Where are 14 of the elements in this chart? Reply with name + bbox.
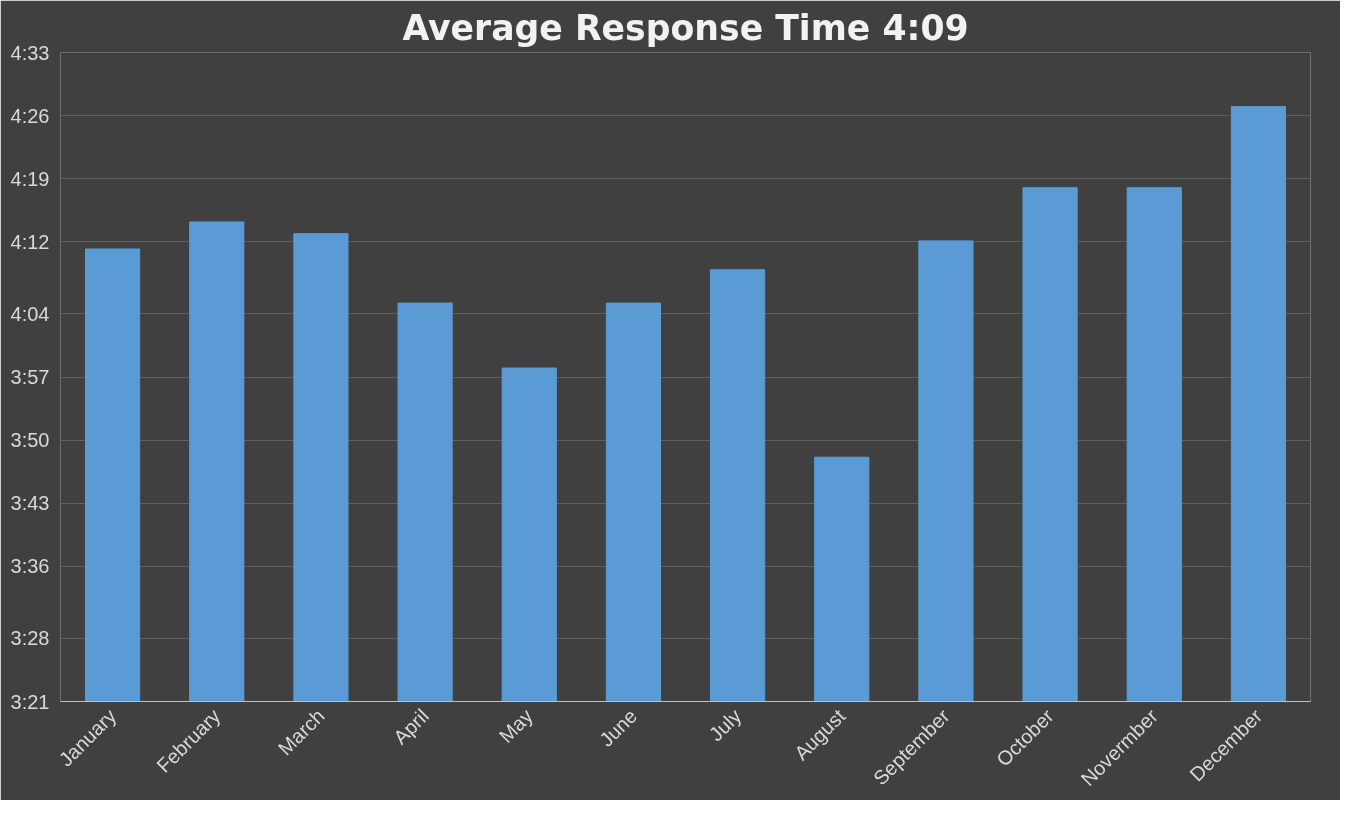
x-tick-label: July (704, 704, 746, 746)
y-tick-label: 4:12 (10, 230, 50, 253)
y-tick-label: 3:21 (10, 690, 50, 713)
chart-title: Average Response Time 4:09 (402, 7, 969, 48)
y-tick-label: 3:36 (10, 555, 50, 578)
y-tick-label: 4:04 (10, 302, 50, 325)
x-tick-label: May (494, 704, 538, 747)
y-tick-label: 3:57 (10, 366, 50, 388)
y-tick-label: 3:50 (10, 429, 50, 452)
y-tick-label: 3:43 (10, 492, 50, 515)
y-tick-label: 4:33 (10, 41, 50, 64)
y-tick-label: 4:26 (10, 104, 50, 127)
y-tick-label: 4:19 (10, 167, 50, 190)
y-tick-label: 3:28 (10, 627, 50, 650)
